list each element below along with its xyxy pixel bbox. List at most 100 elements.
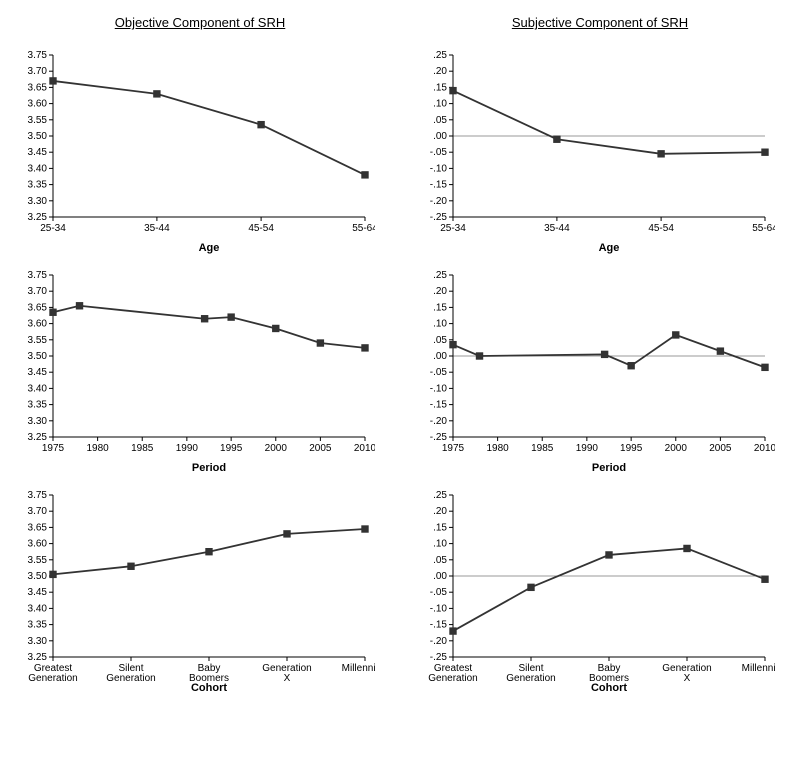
svg-text:.20: .20 (433, 286, 447, 297)
svg-text:.05: .05 (433, 335, 447, 346)
svg-text:3.75: 3.75 (28, 270, 48, 281)
svg-text:3.60: 3.60 (28, 539, 48, 550)
chart-cell-right-1: -.25-.20-.15-.10-.05.00.05.10.15.20.2519… (415, 265, 785, 475)
svg-text:3.35: 3.35 (28, 180, 48, 191)
svg-text:3.35: 3.35 (28, 620, 48, 631)
svg-text:.00: .00 (433, 351, 447, 362)
chart-cell-left-1: 3.253.303.353.403.453.503.553.603.653.70… (15, 265, 385, 475)
svg-text:45-54: 45-54 (648, 223, 674, 234)
svg-text:.25: .25 (433, 50, 447, 61)
svg-text:.10: .10 (433, 99, 447, 110)
svg-text:-.20: -.20 (430, 196, 448, 207)
svg-text:Cohort: Cohort (191, 682, 227, 694)
svg-text:3.50: 3.50 (28, 351, 48, 362)
svg-text:3.30: 3.30 (28, 636, 48, 647)
svg-text:3.25: 3.25 (28, 432, 48, 443)
chart-cell-right-0: -.25-.20-.15-.10-.05.00.05.10.15.20.2525… (415, 45, 785, 255)
svg-text:3.45: 3.45 (28, 147, 48, 158)
svg-text:3.25: 3.25 (28, 212, 48, 223)
chart-cell-left-2: 3.253.303.353.403.453.503.553.603.653.70… (15, 485, 385, 695)
svg-text:Age: Age (199, 242, 220, 254)
svg-text:.00: .00 (433, 571, 447, 582)
svg-text:3.30: 3.30 (28, 416, 48, 427)
svg-text:3.25: 3.25 (28, 652, 48, 663)
svg-text:35-44: 35-44 (544, 223, 570, 234)
svg-text:25-34: 25-34 (40, 223, 66, 234)
svg-text:3.45: 3.45 (28, 587, 48, 598)
svg-text:3.50: 3.50 (28, 571, 48, 582)
svg-text:1990: 1990 (576, 443, 599, 454)
svg-text:Age: Age (599, 242, 620, 254)
svg-text:2005: 2005 (309, 443, 332, 454)
right-chart-row2: -.25-.20-.15-.10-.05.00.05.10.15.20.25Gr… (415, 485, 775, 695)
svg-text:3.45: 3.45 (28, 367, 48, 378)
svg-text:3.60: 3.60 (28, 99, 48, 110)
svg-text:Generation: Generation (28, 673, 77, 684)
svg-text:Period: Period (192, 462, 226, 474)
svg-text:Generation: Generation (428, 673, 477, 684)
svg-text:3.65: 3.65 (28, 302, 48, 313)
svg-text:2010: 2010 (754, 443, 775, 454)
svg-text:X: X (284, 673, 291, 684)
left-chart-row0: 3.253.303.353.403.453.503.553.603.653.70… (15, 45, 375, 255)
svg-text:55-64: 55-64 (752, 223, 775, 234)
svg-text:1985: 1985 (531, 443, 554, 454)
right-chart-row1: -.25-.20-.15-.10-.05.00.05.10.15.20.2519… (415, 265, 775, 475)
chart-grid: Objective Component of SRH Subjective Co… (15, 15, 785, 695)
svg-text:55-64: 55-64 (352, 223, 375, 234)
chart-cell-left-0: 3.253.303.353.403.453.503.553.603.653.70… (15, 45, 385, 255)
left-chart-row2: 3.253.303.353.403.453.503.553.603.653.70… (15, 485, 375, 695)
svg-text:.15: .15 (433, 82, 447, 93)
svg-text:Generation: Generation (506, 673, 555, 684)
svg-text:.15: .15 (433, 302, 447, 313)
svg-text:3.70: 3.70 (28, 286, 48, 297)
svg-text:3.40: 3.40 (28, 603, 48, 614)
svg-text:-.05: -.05 (430, 587, 448, 598)
svg-text:-.25: -.25 (430, 432, 448, 443)
svg-text:2005: 2005 (709, 443, 732, 454)
svg-text:.05: .05 (433, 115, 447, 126)
svg-text:2010: 2010 (354, 443, 375, 454)
svg-text:-.10: -.10 (430, 163, 448, 174)
svg-text:3.30: 3.30 (28, 196, 48, 207)
svg-text:Millennials: Millennials (742, 663, 775, 674)
svg-text:-.20: -.20 (430, 416, 448, 427)
svg-text:45-54: 45-54 (248, 223, 274, 234)
svg-text:3.55: 3.55 (28, 335, 48, 346)
svg-text:.10: .10 (433, 539, 447, 550)
svg-text:-.15: -.15 (430, 180, 448, 191)
right-column-title: Subjective Component of SRH (415, 15, 785, 35)
svg-text:3.75: 3.75 (28, 50, 48, 61)
svg-text:-.10: -.10 (430, 383, 448, 394)
chart-cell-right-2: -.25-.20-.15-.10-.05.00.05.10.15.20.25Gr… (415, 485, 785, 695)
svg-text:3.60: 3.60 (28, 319, 48, 330)
svg-text:Generation: Generation (106, 673, 155, 684)
svg-text:2000: 2000 (265, 443, 288, 454)
svg-text:3.40: 3.40 (28, 383, 48, 394)
svg-text:-.20: -.20 (430, 636, 448, 647)
svg-text:-.15: -.15 (430, 620, 448, 631)
svg-text:25-34: 25-34 (440, 223, 466, 234)
svg-text:.00: .00 (433, 131, 447, 142)
svg-text:.20: .20 (433, 66, 447, 77)
svg-text:X: X (684, 673, 691, 684)
svg-text:-.05: -.05 (430, 367, 448, 378)
svg-text:1980: 1980 (86, 443, 109, 454)
svg-text:3.70: 3.70 (28, 66, 48, 77)
svg-text:Millennials: Millennials (342, 663, 375, 674)
svg-text:3.55: 3.55 (28, 555, 48, 566)
svg-text:1995: 1995 (620, 443, 643, 454)
svg-text:-.25: -.25 (430, 212, 448, 223)
svg-text:3.70: 3.70 (28, 506, 48, 517)
svg-text:1975: 1975 (42, 443, 65, 454)
svg-text:.25: .25 (433, 270, 447, 281)
svg-text:.05: .05 (433, 555, 447, 566)
svg-text:.10: .10 (433, 319, 447, 330)
svg-text:1995: 1995 (220, 443, 243, 454)
svg-text:35-44: 35-44 (144, 223, 170, 234)
right-chart-row0: -.25-.20-.15-.10-.05.00.05.10.15.20.2525… (415, 45, 775, 255)
svg-text:1985: 1985 (131, 443, 154, 454)
left-column-title: Objective Component of SRH (15, 15, 385, 35)
svg-text:Period: Period (592, 462, 626, 474)
svg-text:3.50: 3.50 (28, 131, 48, 142)
